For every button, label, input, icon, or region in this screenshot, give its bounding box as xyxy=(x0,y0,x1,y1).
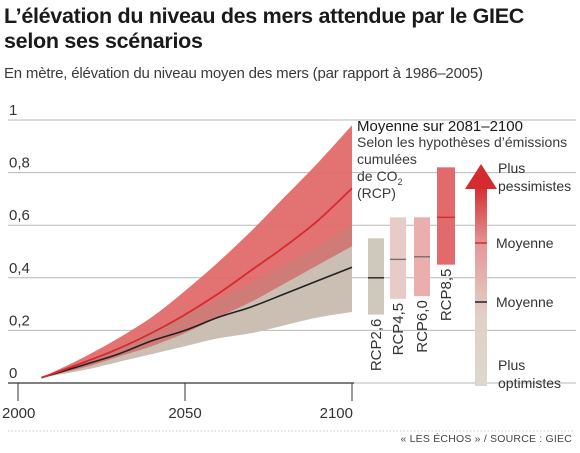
legend-top-label: pessimistes xyxy=(498,178,571,194)
legend-mean-red-label: Moyenne xyxy=(496,235,554,251)
rcp-label: RCP2,6 xyxy=(368,319,385,372)
x-tick-label: 2050 xyxy=(168,405,201,422)
legend-top-label: Plus xyxy=(498,160,525,176)
rcp-label: RCP8,5 xyxy=(438,269,455,322)
y-tick-label: 0,4 xyxy=(9,260,30,277)
co2-subscript: 2 xyxy=(397,177,402,187)
legend-arrowhead xyxy=(465,164,497,189)
chart-subtitle: En mètre, élévation du niveau moyen des … xyxy=(4,65,483,82)
axes: 0 0,2 0,4 0,6 0,8 1 2000 2050 2100 xyxy=(2,102,574,432)
mean-line-rcp26 xyxy=(41,266,353,379)
y-tick-label: 0,2 xyxy=(9,312,30,329)
y-tick-label: 0 xyxy=(9,365,17,382)
mean-lines xyxy=(41,187,353,379)
legend-mean-dark-label: Moyenne xyxy=(496,294,554,310)
rcp-label: RCP4,5 xyxy=(390,303,407,356)
source-credit: « LES ÉCHOS » / SOURCE : GIEC xyxy=(400,433,572,445)
range-bar-1 xyxy=(390,217,406,299)
scenario-bands xyxy=(41,125,353,378)
y-tick-label: 1 xyxy=(9,102,17,119)
rcp-label: RCP6,0 xyxy=(414,300,431,353)
y-tick-label: 0,6 xyxy=(9,207,30,224)
ranges-caption-line: (RCP) xyxy=(357,185,396,201)
x-tick-label: 2100 xyxy=(320,405,353,422)
y-tick-label: 0,8 xyxy=(9,155,30,172)
band-rcp85 xyxy=(41,125,353,378)
ranges-caption-line: cumulées xyxy=(357,151,417,167)
mean-line-rcp85 xyxy=(41,187,353,379)
legend-bottom-label: Plus xyxy=(498,357,525,373)
legend-panel: Plus pessimistes Moyenne Moyenne Plus optimis… xyxy=(465,160,571,391)
ranges-caption-line: de CO2 xyxy=(357,168,402,187)
range-bar-3 xyxy=(437,167,455,265)
legend-bottom-label: optimistes xyxy=(498,375,561,391)
ranges-caption-line: Selon les hypothèses d’émissions xyxy=(357,134,567,150)
range-bar-0 xyxy=(368,238,384,315)
legend-gradient-bar xyxy=(475,186,487,386)
band-overlap xyxy=(41,225,353,378)
x-tick-label: 2000 xyxy=(2,405,35,422)
chart-title: L’élévation du niveau des mers attendue … xyxy=(4,4,524,53)
band-rcp26 xyxy=(41,225,353,378)
ranges-title: Moyenne sur 2081–2100 xyxy=(357,118,523,135)
